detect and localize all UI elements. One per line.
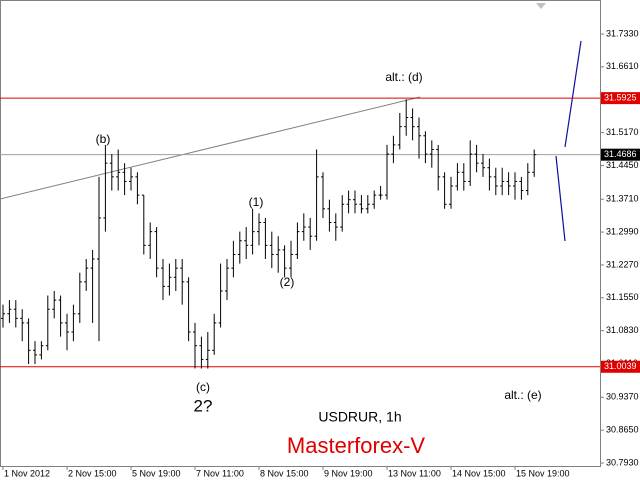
y-tick-label: 31.4450 bbox=[606, 160, 639, 170]
y-tick-label: 30.7930 bbox=[606, 457, 639, 467]
x-tick-label: 8 Nov 15:00 bbox=[260, 468, 309, 478]
wave-annotation: 2? bbox=[194, 396, 213, 415]
x-tick-label: 2 Nov 15:00 bbox=[68, 468, 117, 478]
x-tick-label: 9 Nov 19:00 bbox=[324, 468, 373, 478]
x-tick-label: 13 Nov 11:00 bbox=[388, 468, 441, 478]
wave-annotation: alt.: (e) bbox=[504, 388, 541, 402]
wave-annotation: (2) bbox=[280, 275, 295, 289]
y-tick-label: 31.2990 bbox=[606, 226, 639, 236]
wave-annotation: (1) bbox=[249, 195, 264, 209]
x-tick-label: 14 Nov 15:00 bbox=[452, 468, 506, 478]
price-level-label: 31.0039 bbox=[604, 361, 637, 371]
y-tick-label: 31.3710 bbox=[606, 194, 639, 204]
wave-annotation: alt.: (d) bbox=[385, 70, 422, 84]
price-level-label: 31.5925 bbox=[604, 93, 637, 103]
x-tick-label: 15 Nov 19:00 bbox=[516, 468, 570, 478]
y-tick-label: 30.9370 bbox=[606, 392, 639, 402]
x-tick-label: 1 Nov 2012 bbox=[4, 468, 50, 478]
y-tick-label: 30.8650 bbox=[606, 425, 639, 435]
plot-frame bbox=[0, 0, 601, 467]
scroll-marker bbox=[536, 3, 546, 9]
price-level-box bbox=[601, 360, 640, 373]
y-tick-label: 31.5170 bbox=[606, 127, 639, 137]
y-tick-label: 31.1550 bbox=[606, 292, 639, 302]
current-price-label: 31.4686 bbox=[604, 149, 637, 159]
x-tick-label: 5 Nov 19:00 bbox=[132, 468, 181, 478]
y-tick-label: 31.2270 bbox=[606, 259, 639, 269]
forecast-line bbox=[564, 40, 582, 148]
y-tick-label: 31.6610 bbox=[606, 61, 639, 71]
forecast-line bbox=[555, 155, 566, 242]
y-tick-label: 31.7330 bbox=[606, 28, 639, 38]
price-level-box bbox=[601, 92, 640, 105]
brand-label: Masterforex-V bbox=[287, 433, 425, 458]
trend-line bbox=[0, 96, 421, 200]
wave-annotation: (c) bbox=[196, 380, 210, 394]
symbol-label: USDRUR, 1h bbox=[318, 409, 401, 425]
x-tick-label: 7 Nov 11:00 bbox=[196, 468, 244, 478]
wave-annotation: (b) bbox=[96, 132, 111, 146]
y-tick-label: 31.0830 bbox=[606, 325, 639, 335]
current-price-box bbox=[601, 148, 640, 161]
